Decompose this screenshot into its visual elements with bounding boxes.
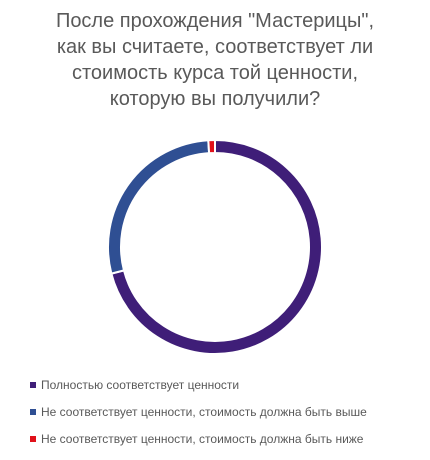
donut-slice [107,139,211,275]
legend-item: Не соответствует ценности, стоимость дол… [30,431,367,446]
legend-swatch [30,408,36,415]
legend-label: Не соответствует ценности, стоимость дол… [41,431,364,446]
chart-title-line: которую вы получили? [109,88,321,110]
chart-title-line: стоимость курса той ценности, [71,62,359,84]
legend-label: Не соответствует ценности, стоимость дол… [41,404,367,419]
chart-legend: Полностью соответствует ценности Не соот… [30,378,367,459]
legend-swatch [30,381,36,388]
legend-swatch [30,435,36,442]
chart-title-line: как вы считаете, соответствует ли [56,36,374,58]
legend-label: Полностью соответствует ценности [41,377,240,392]
legend-item: Полностью соответствует ценности [30,377,367,392]
chart-title-line: После прохождения "Мастерицы", [55,10,375,32]
chart-title: После прохождения "Мастерицы", как вы сч… [0,8,430,112]
legend-item: Не соответствует ценности, стоимость дол… [30,404,367,419]
donut-slice [207,138,216,155]
